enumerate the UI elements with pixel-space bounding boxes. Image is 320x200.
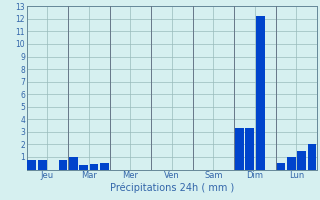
Bar — [235, 128, 244, 170]
Bar — [59, 160, 67, 170]
Bar — [308, 144, 316, 170]
Bar — [79, 165, 88, 170]
Bar — [38, 160, 47, 170]
Bar — [297, 151, 306, 170]
Bar — [100, 163, 109, 170]
Bar — [276, 163, 285, 170]
Bar — [245, 128, 254, 170]
Bar — [256, 16, 265, 170]
Bar — [69, 157, 78, 170]
Bar — [90, 164, 99, 170]
Bar — [28, 160, 36, 170]
X-axis label: Précipitations 24h ( mm ): Précipitations 24h ( mm ) — [110, 183, 234, 193]
Bar — [287, 157, 296, 170]
